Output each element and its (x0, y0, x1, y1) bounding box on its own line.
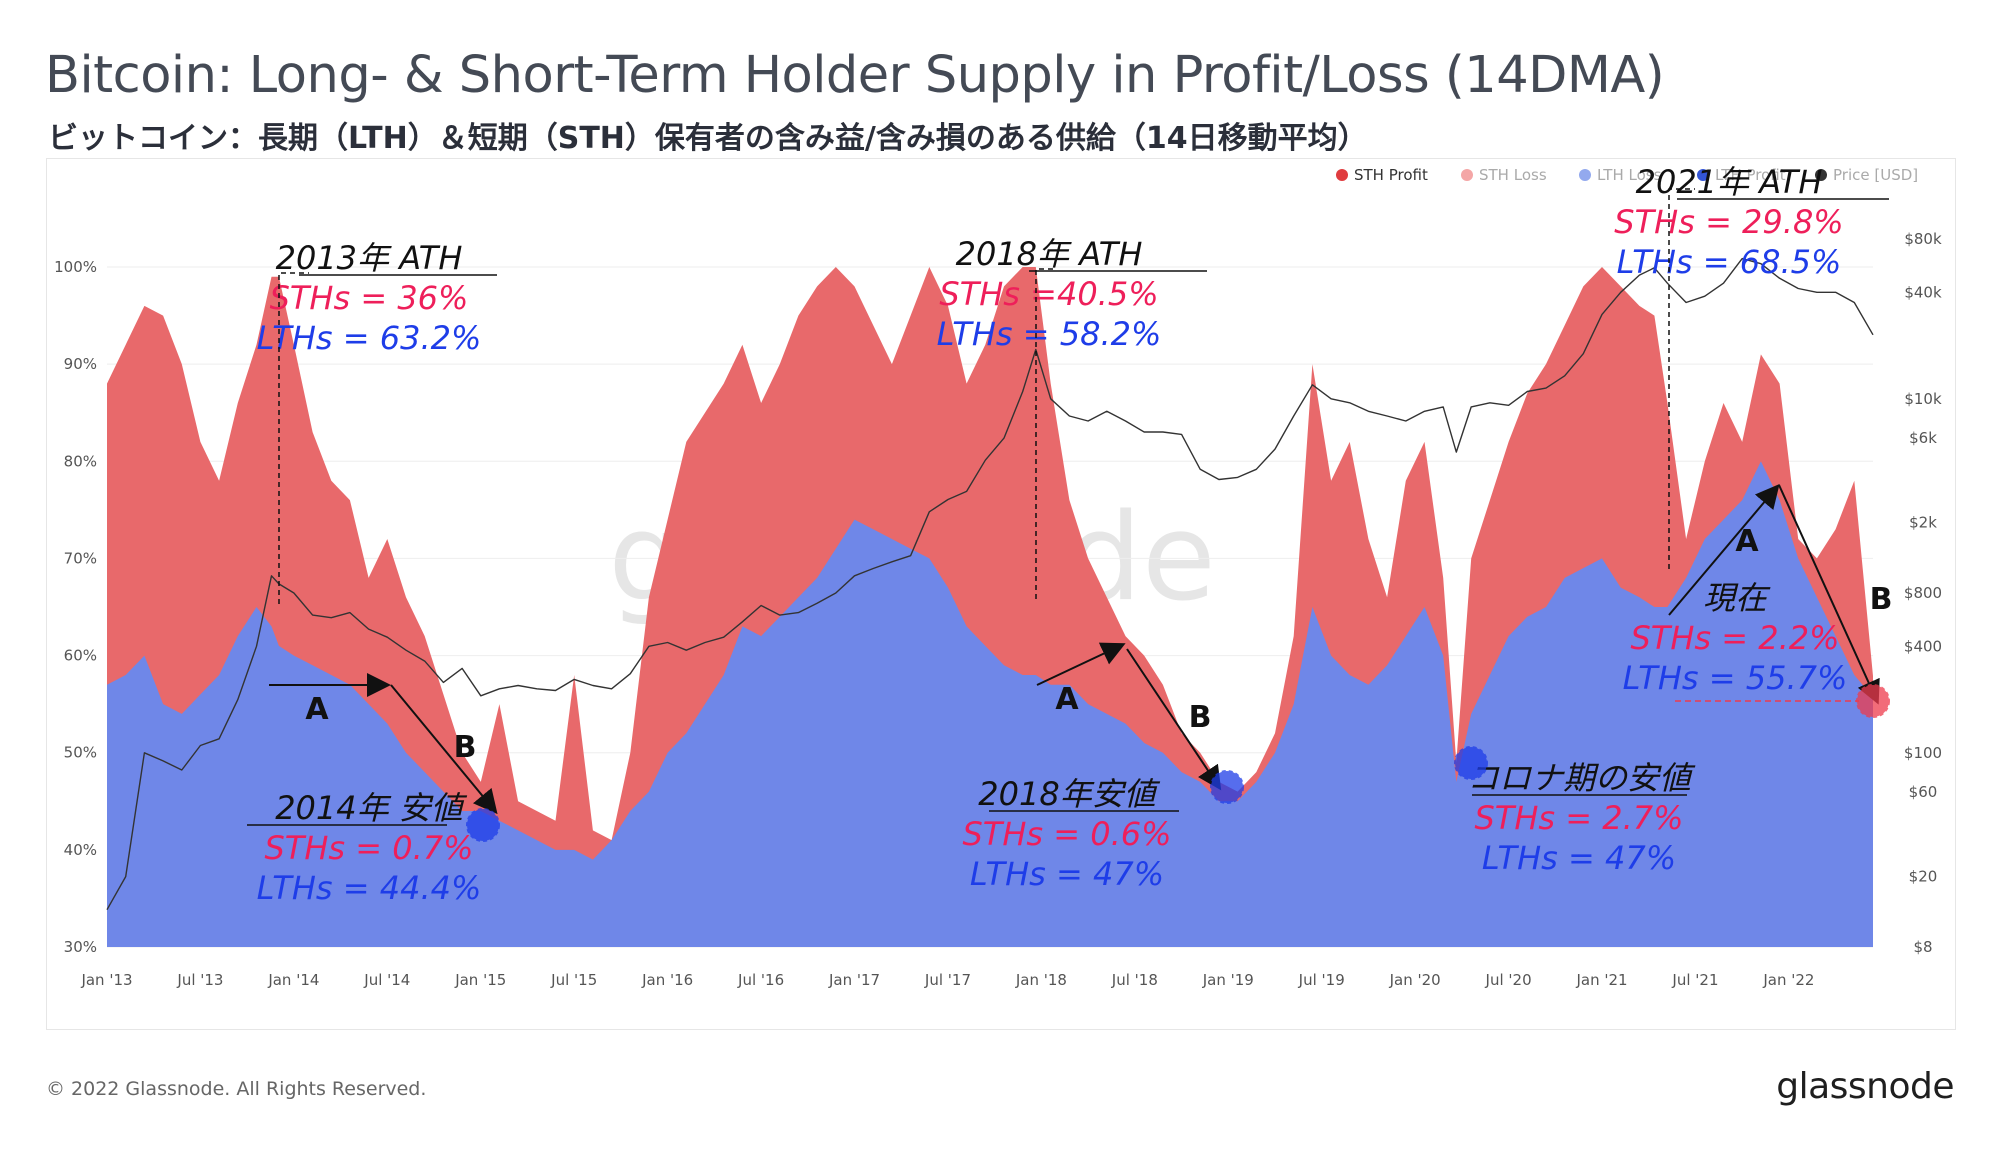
legend-swatch (1697, 169, 1709, 181)
x-tick-label: Jul '13 (176, 971, 223, 989)
trend-arrow (1668, 483, 1780, 616)
low-point-marker (1210, 770, 1244, 804)
y-left-tick-label: 30% (64, 938, 97, 956)
ath-bracket (278, 272, 309, 604)
y-left-tick-label: 40% (64, 841, 97, 859)
y-left-tick-label: 60% (64, 647, 97, 665)
ath-bracket (1668, 188, 1695, 569)
x-tick-label: Jan '16 (641, 971, 693, 989)
ath-bracket (1035, 268, 1057, 599)
copyright-footer: © 2022 Glassnode. All Rights Reserved. (46, 1078, 427, 1100)
annotation-lth-value: LTHs = 44.4% (257, 869, 482, 907)
y-right-tick-label: $800 (1904, 584, 1942, 602)
legend-swatch (1815, 169, 1827, 181)
trend-arrow (390, 684, 498, 815)
y-right-tick-label: $10k (1904, 390, 1942, 408)
annotation-label: コロナ期の安値 (1467, 759, 1696, 797)
lth-supply-area (107, 461, 1873, 947)
y-left-tick-label: 50% (64, 744, 97, 762)
x-tick-label: Jan '20 (1389, 971, 1441, 989)
y-right-tick-label: $8 (1913, 938, 1932, 956)
trend-marker-label: B (1870, 582, 1893, 617)
annotation-lth-value: LTHs = 47% (1482, 839, 1676, 877)
annotation-sth-value: STHs =40.5% (939, 275, 1158, 313)
y-right-tick-label: $6k (1909, 429, 1937, 447)
legend-swatch (1336, 169, 1348, 181)
trend-arrow (1126, 648, 1222, 791)
trend-arrow (1778, 484, 1880, 705)
x-tick-label: Jul '21 (1671, 971, 1718, 989)
x-tick-label: Jul '19 (1298, 971, 1345, 989)
y-left-tick-label: 80% (64, 452, 97, 470)
low-point-marker (466, 808, 500, 842)
x-tick-label: Jul '14 (363, 971, 410, 989)
x-tick-label: Jan '22 (1762, 971, 1814, 989)
legend-item: Price [USD] (1833, 166, 1918, 184)
x-tick-label: Jan '21 (1575, 971, 1627, 989)
x-tick-label: Jan '17 (828, 971, 880, 989)
annotation-sth-value: STHs = 29.8% (1614, 203, 1843, 241)
annotation-label: 2021年 ATH (1636, 163, 1823, 201)
y-right-tick-label: $40k (1904, 283, 1942, 301)
annotation-lth-value: LTHs = 63.2% (257, 319, 482, 357)
trend-marker-label: A (305, 692, 329, 727)
annotation-label: 2018年安値 (978, 775, 1160, 813)
x-tick-label: Jul '16 (737, 971, 784, 989)
annotation-sth-value: STHs = 0.7% (264, 829, 473, 867)
trend-arrow (1036, 642, 1126, 686)
annotation-lth-value: LTHs = 47% (970, 855, 1164, 893)
annotation-lth-value: LTHs = 55.7% (1623, 659, 1848, 697)
annotation-sth-value: STHs = 0.6% (962, 815, 1171, 853)
chart-title: Bitcoin: Long- & Short-Term Holder Suppl… (45, 46, 1665, 105)
x-tick-label: Jan '14 (267, 971, 319, 989)
low-point-marker (1454, 746, 1488, 780)
annotation-sth-value: STHs = 2.2% (1630, 619, 1839, 657)
trend-marker-label: B (454, 730, 477, 765)
x-tick-label: Jul '17 (924, 971, 971, 989)
chart-subtitle: ビットコイン：長期（LTH）＆短期（STH）保有者の含み益/含み損のある供給（1… (48, 121, 1368, 156)
annotation-label: 2014年 安値 (275, 789, 468, 827)
x-tick-label: Jul '15 (550, 971, 597, 989)
x-tick-label: Jan '18 (1015, 971, 1067, 989)
legend-item: STH Profit (1354, 166, 1428, 184)
y-right-tick-label: $400 (1904, 637, 1942, 655)
glassnode-logo: glassnode (1776, 1066, 1954, 1107)
y-right-tick-label: $80k (1904, 230, 1942, 248)
y-left-tick-label: 70% (64, 549, 97, 567)
chart-panel: glassnode 100%90%80%70%60%50%40%30%$80k$… (46, 158, 1956, 1030)
x-tick-label: Jan '13 (80, 971, 132, 989)
low-point-marker (1856, 684, 1890, 718)
x-tick-label: Jul '18 (1111, 971, 1158, 989)
annotation-sth-value: STHs = 36% (270, 279, 469, 317)
annotation-label: 2013年 ATH (276, 239, 463, 277)
x-tick-label: Jan '19 (1202, 971, 1254, 989)
y-right-tick-label: $100 (1904, 744, 1942, 762)
x-tick-label: Jul '20 (1485, 971, 1532, 989)
annotation-label: 現在 (1703, 579, 1771, 617)
legend-item: STH Loss (1479, 166, 1547, 184)
annotation-lth-value: LTHs = 68.5% (1617, 243, 1842, 281)
price-line (106, 257, 1874, 911)
annotation-label: 2018年 ATH (956, 235, 1143, 273)
legend-swatch (1579, 169, 1591, 181)
legend-swatch (1461, 169, 1473, 181)
x-tick-label: Jan '15 (454, 971, 506, 989)
annotation-sth-value: STHs = 2.7% (1474, 799, 1683, 837)
y-right-tick-label: $2k (1909, 514, 1937, 532)
y-left-tick-label: 100% (54, 258, 97, 276)
y-right-tick-label: $60 (1909, 783, 1938, 801)
annotation-lth-value: LTHs = 58.2% (937, 315, 1162, 353)
chart-svg: glassnode 100%90%80%70%60%50%40%30%$80k$… (54, 163, 1942, 989)
trend-marker-label: A (1055, 682, 1079, 717)
legend-item: LTH Profit (1715, 166, 1786, 184)
y-left-tick-label: 90% (64, 355, 97, 373)
y-right-tick-label: $20 (1909, 868, 1938, 886)
legend-item: LTH Loss (1597, 166, 1662, 184)
trend-marker-label: B (1189, 700, 1212, 735)
trend-marker-label: A (1735, 524, 1759, 559)
